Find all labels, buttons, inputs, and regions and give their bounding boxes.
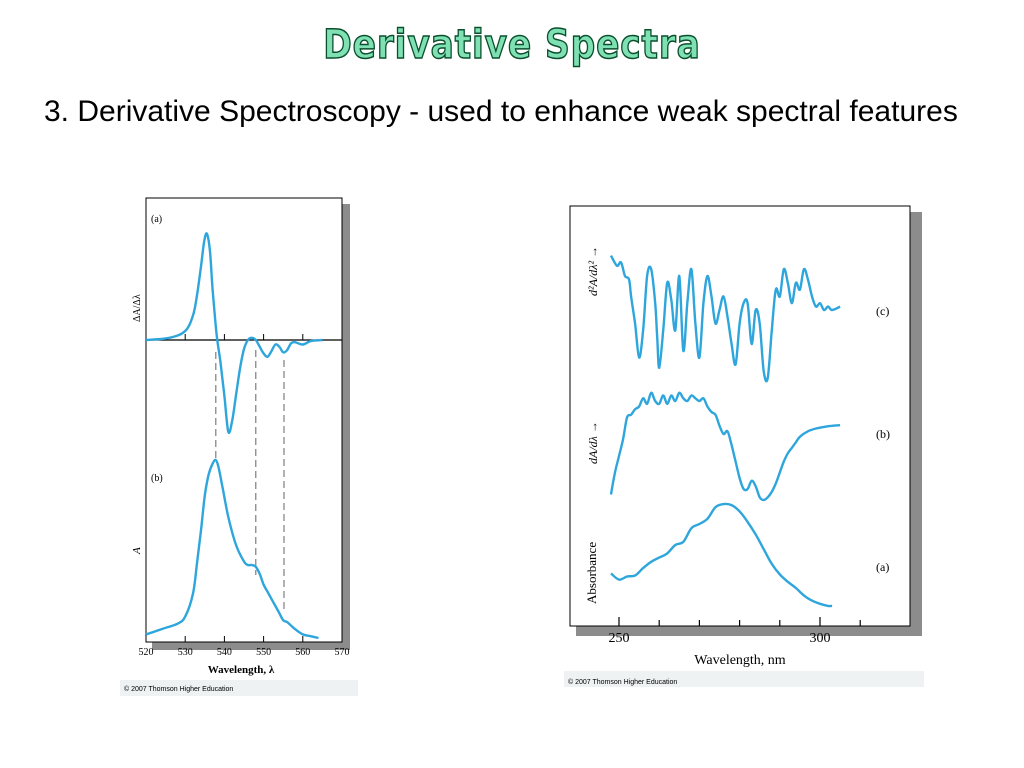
x-tick-label: 520	[139, 647, 154, 658]
series-line-a	[145, 232, 323, 434]
x-axis-label: Wavelength, λ	[208, 664, 275, 676]
x-tick-label: 530	[178, 647, 193, 658]
x-tick-label: 550	[256, 647, 271, 658]
copyright-text: © 2007 Thomson Higher Education	[124, 685, 233, 693]
x-tick-label: 570	[335, 647, 350, 658]
series-line-b	[145, 458, 319, 640]
panel-label-b: (b)	[151, 473, 163, 484]
y-axis-label-a: ΔA/Δλ	[132, 294, 143, 322]
bullet-text: 3. Derivative Spectroscopy - used to enh…	[44, 95, 958, 128]
x-tick-label: 540	[217, 647, 232, 658]
x-tick-label: 560	[295, 647, 310, 658]
slide-title: Derivative Spectra	[323, 21, 701, 69]
y-axis-label-b: A	[131, 547, 143, 555]
panel-label-a: (a)	[151, 214, 162, 225]
